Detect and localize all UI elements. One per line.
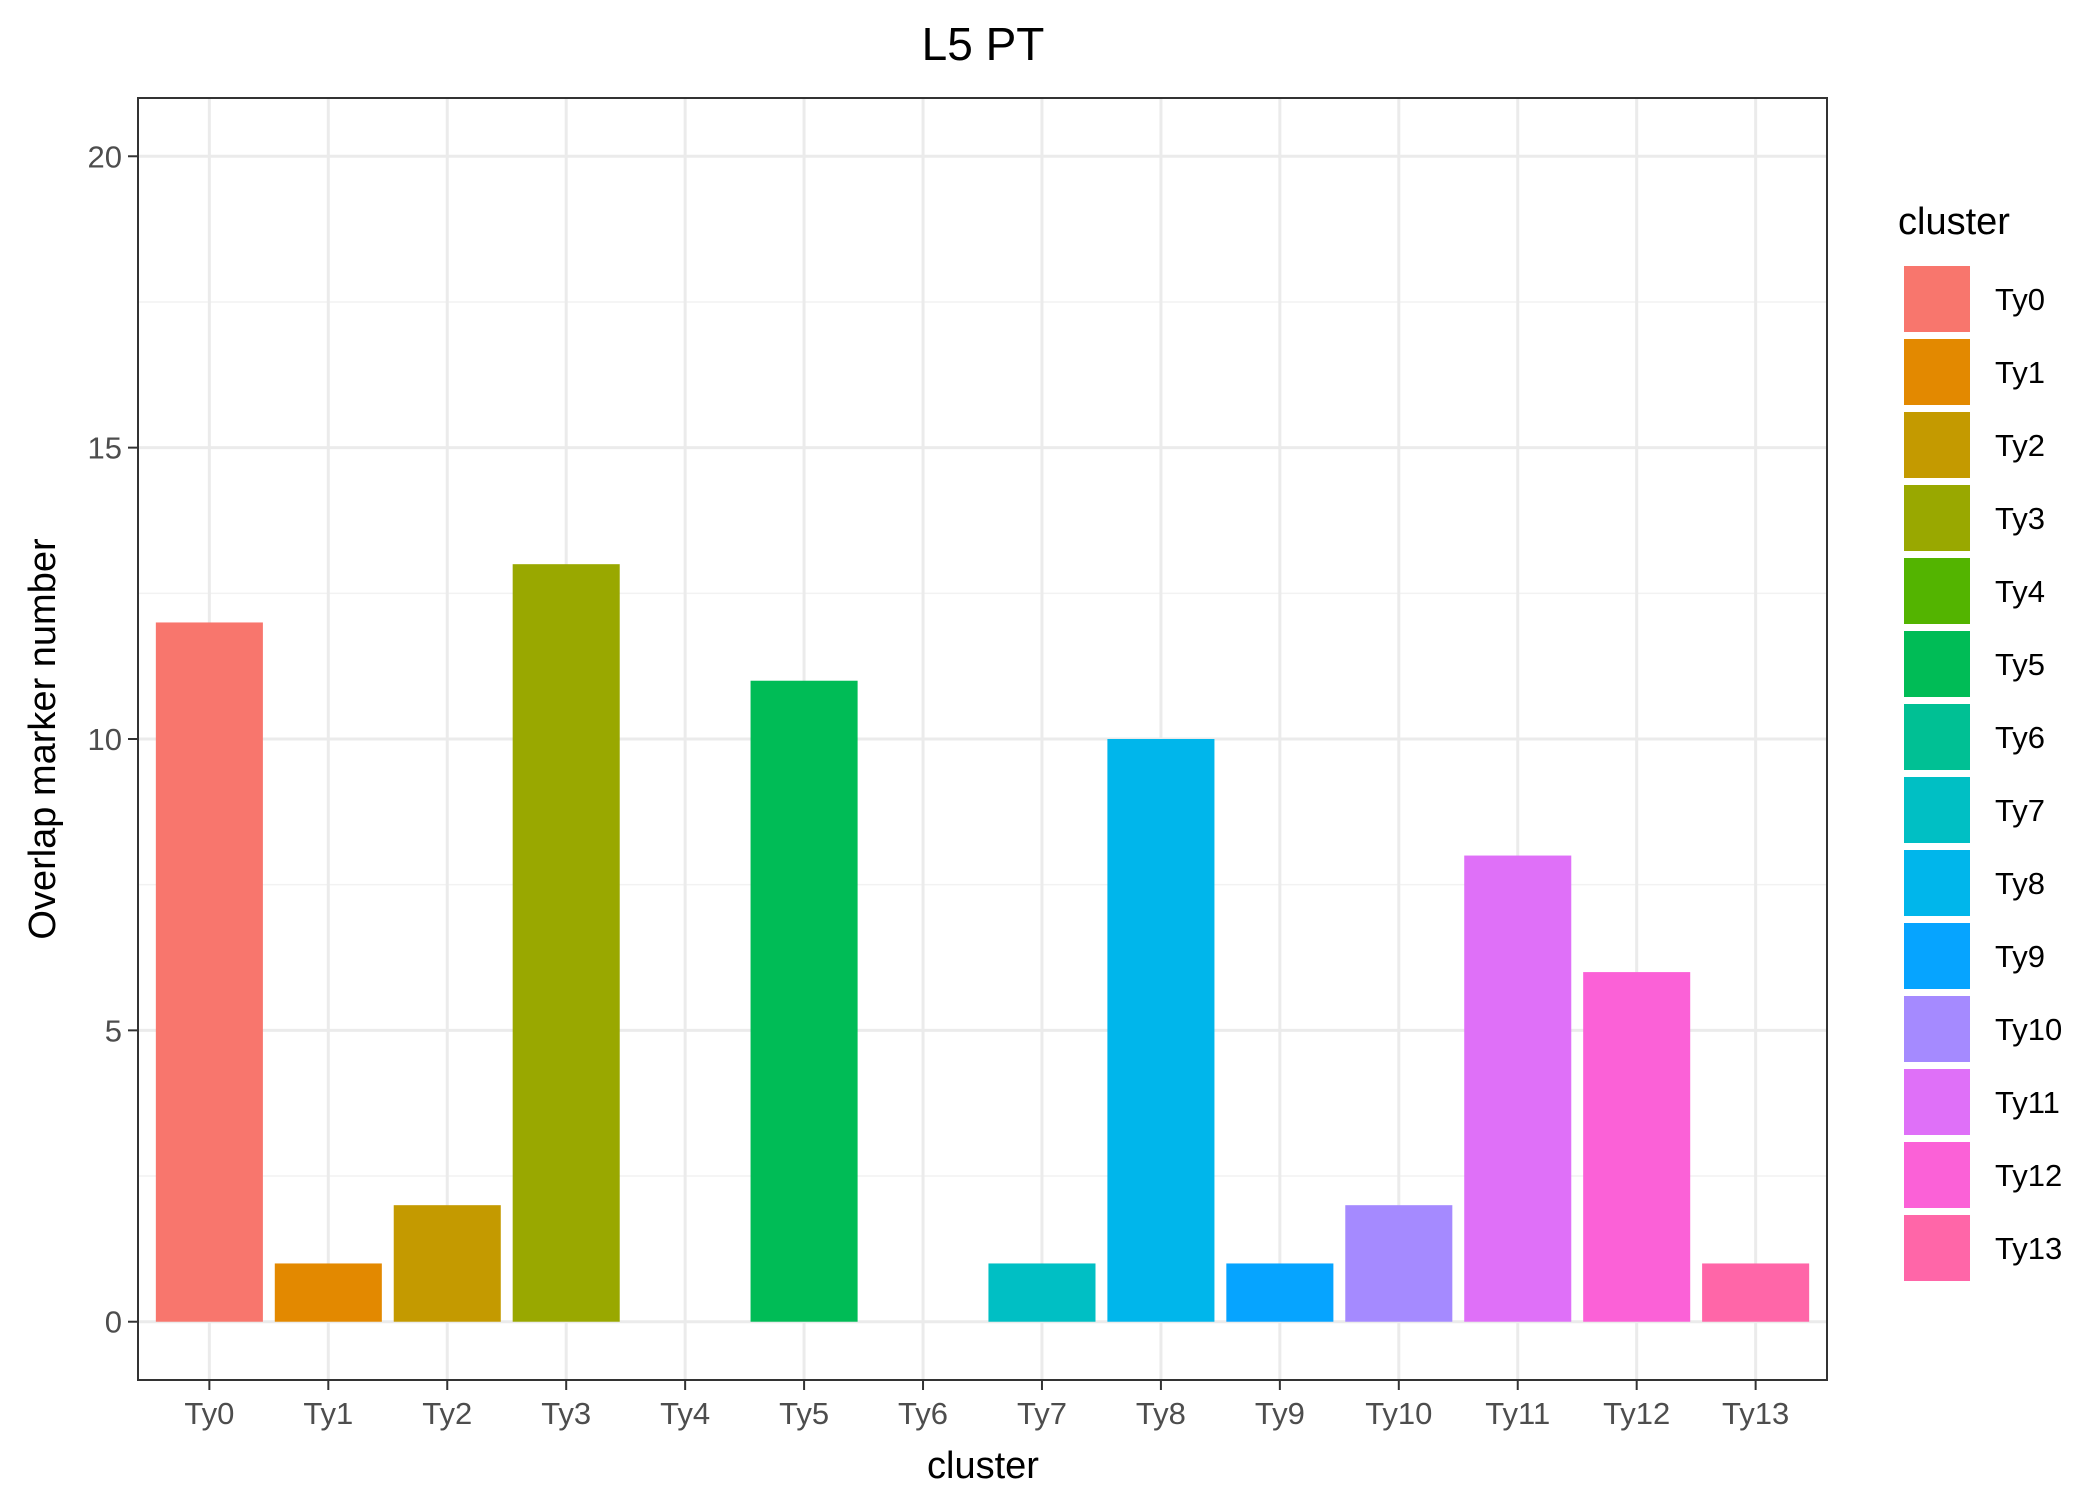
- x-tick-label: Ty1: [303, 1396, 353, 1431]
- legend-title: cluster: [1898, 201, 2010, 243]
- bar-ty2: [393, 1205, 501, 1322]
- x-tick-label: Ty12: [1603, 1396, 1670, 1431]
- bar-ty5: [750, 680, 858, 1322]
- x-tick-label: Ty0: [184, 1396, 234, 1431]
- legend-label-ty6: Ty6: [1995, 720, 2045, 755]
- x-tick-label: Ty10: [1365, 1396, 1432, 1431]
- legend-key-ty3: [1904, 485, 1970, 551]
- y-tick-label: 20: [88, 139, 122, 174]
- x-tick-label: Ty6: [898, 1396, 948, 1431]
- legend-label-ty8: Ty8: [1995, 866, 2045, 901]
- x-tick-label: Ty7: [1017, 1396, 1067, 1431]
- bar-ty0: [155, 622, 263, 1322]
- x-tick-label: Ty9: [1255, 1396, 1305, 1431]
- bar-ty1: [274, 1263, 382, 1322]
- x-tick-label: Ty13: [1722, 1396, 1789, 1431]
- legend-key-ty9: [1904, 923, 1970, 989]
- legend-label-ty5: Ty5: [1995, 647, 2045, 682]
- legend-key-ty10: [1904, 996, 1970, 1062]
- x-axis-title: cluster: [927, 1445, 1039, 1487]
- legend-key-ty2: [1904, 412, 1970, 478]
- plot-panel: 0 5 10 15 20 Ty0 Ty1 Ty2 Ty3 Ty4 Ty5 Ty6 Ty7 Ty8 Ty9 Ty…: [88, 97, 1828, 1431]
- legend-label-ty1: Ty1: [1995, 355, 2045, 390]
- legend-key-ty5: [1904, 631, 1970, 697]
- x-tick-label: Ty4: [660, 1396, 710, 1431]
- y-tick-label: 5: [105, 1013, 122, 1048]
- legend-key-ty7: [1904, 777, 1970, 843]
- bar-ty8: [1107, 739, 1215, 1322]
- x-tick-label: Ty11: [1485, 1396, 1550, 1431]
- bar-ty7: [988, 1263, 1096, 1322]
- legend-label-ty12: Ty12: [1995, 1158, 2062, 1193]
- legend-label-ty7: Ty7: [1995, 793, 2045, 828]
- bar-ty3: [512, 564, 620, 1322]
- legend-label-ty4: Ty4: [1995, 574, 2045, 609]
- x-tick-label: Ty3: [541, 1396, 591, 1431]
- x-tick-label: Ty2: [422, 1396, 472, 1431]
- legend-label-ty0: Ty0: [1995, 282, 2045, 317]
- legend-key-ty1: [1904, 339, 1970, 405]
- y-tick-label: 15: [88, 431, 122, 466]
- legend: cluster Ty0 Ty1 Ty2 Ty3 Ty4 Ty5 Ty6 Ty7 Ty8 Ty9 Ty…: [1898, 201, 2062, 1281]
- legend-key-ty11: [1904, 1069, 1970, 1135]
- legend-key-ty6: [1904, 704, 1970, 770]
- legend-label-ty2: Ty2: [1995, 428, 2045, 463]
- chart-title: L5 PT: [922, 18, 1045, 70]
- y-tick-label: 0: [105, 1305, 122, 1340]
- legend-label-ty3: Ty3: [1995, 501, 2045, 536]
- bar-ty10: [1345, 1205, 1453, 1322]
- bar-ty13: [1702, 1263, 1810, 1322]
- x-tick-label: Ty5: [779, 1396, 829, 1431]
- legend-key-ty4: [1904, 558, 1970, 624]
- legend-label-ty9: Ty9: [1995, 939, 2045, 974]
- bar-ty9: [1226, 1263, 1334, 1322]
- bar-ty12: [1583, 972, 1691, 1322]
- legend-key-ty0: [1904, 266, 1970, 332]
- legend-label-ty11: Ty11: [1995, 1085, 2060, 1120]
- y-axis-title: Overlap marker number: [22, 538, 64, 940]
- x-tick-label: Ty8: [1136, 1396, 1186, 1431]
- legend-label-ty13: Ty13: [1995, 1231, 2062, 1266]
- legend-label-ty10: Ty10: [1995, 1012, 2062, 1047]
- legend-key-ty12: [1904, 1142, 1970, 1208]
- bar-ty11: [1464, 855, 1572, 1322]
- legend-key-ty8: [1904, 850, 1970, 916]
- legend-key-ty13: [1904, 1215, 1970, 1281]
- y-tick-label: 10: [88, 722, 122, 757]
